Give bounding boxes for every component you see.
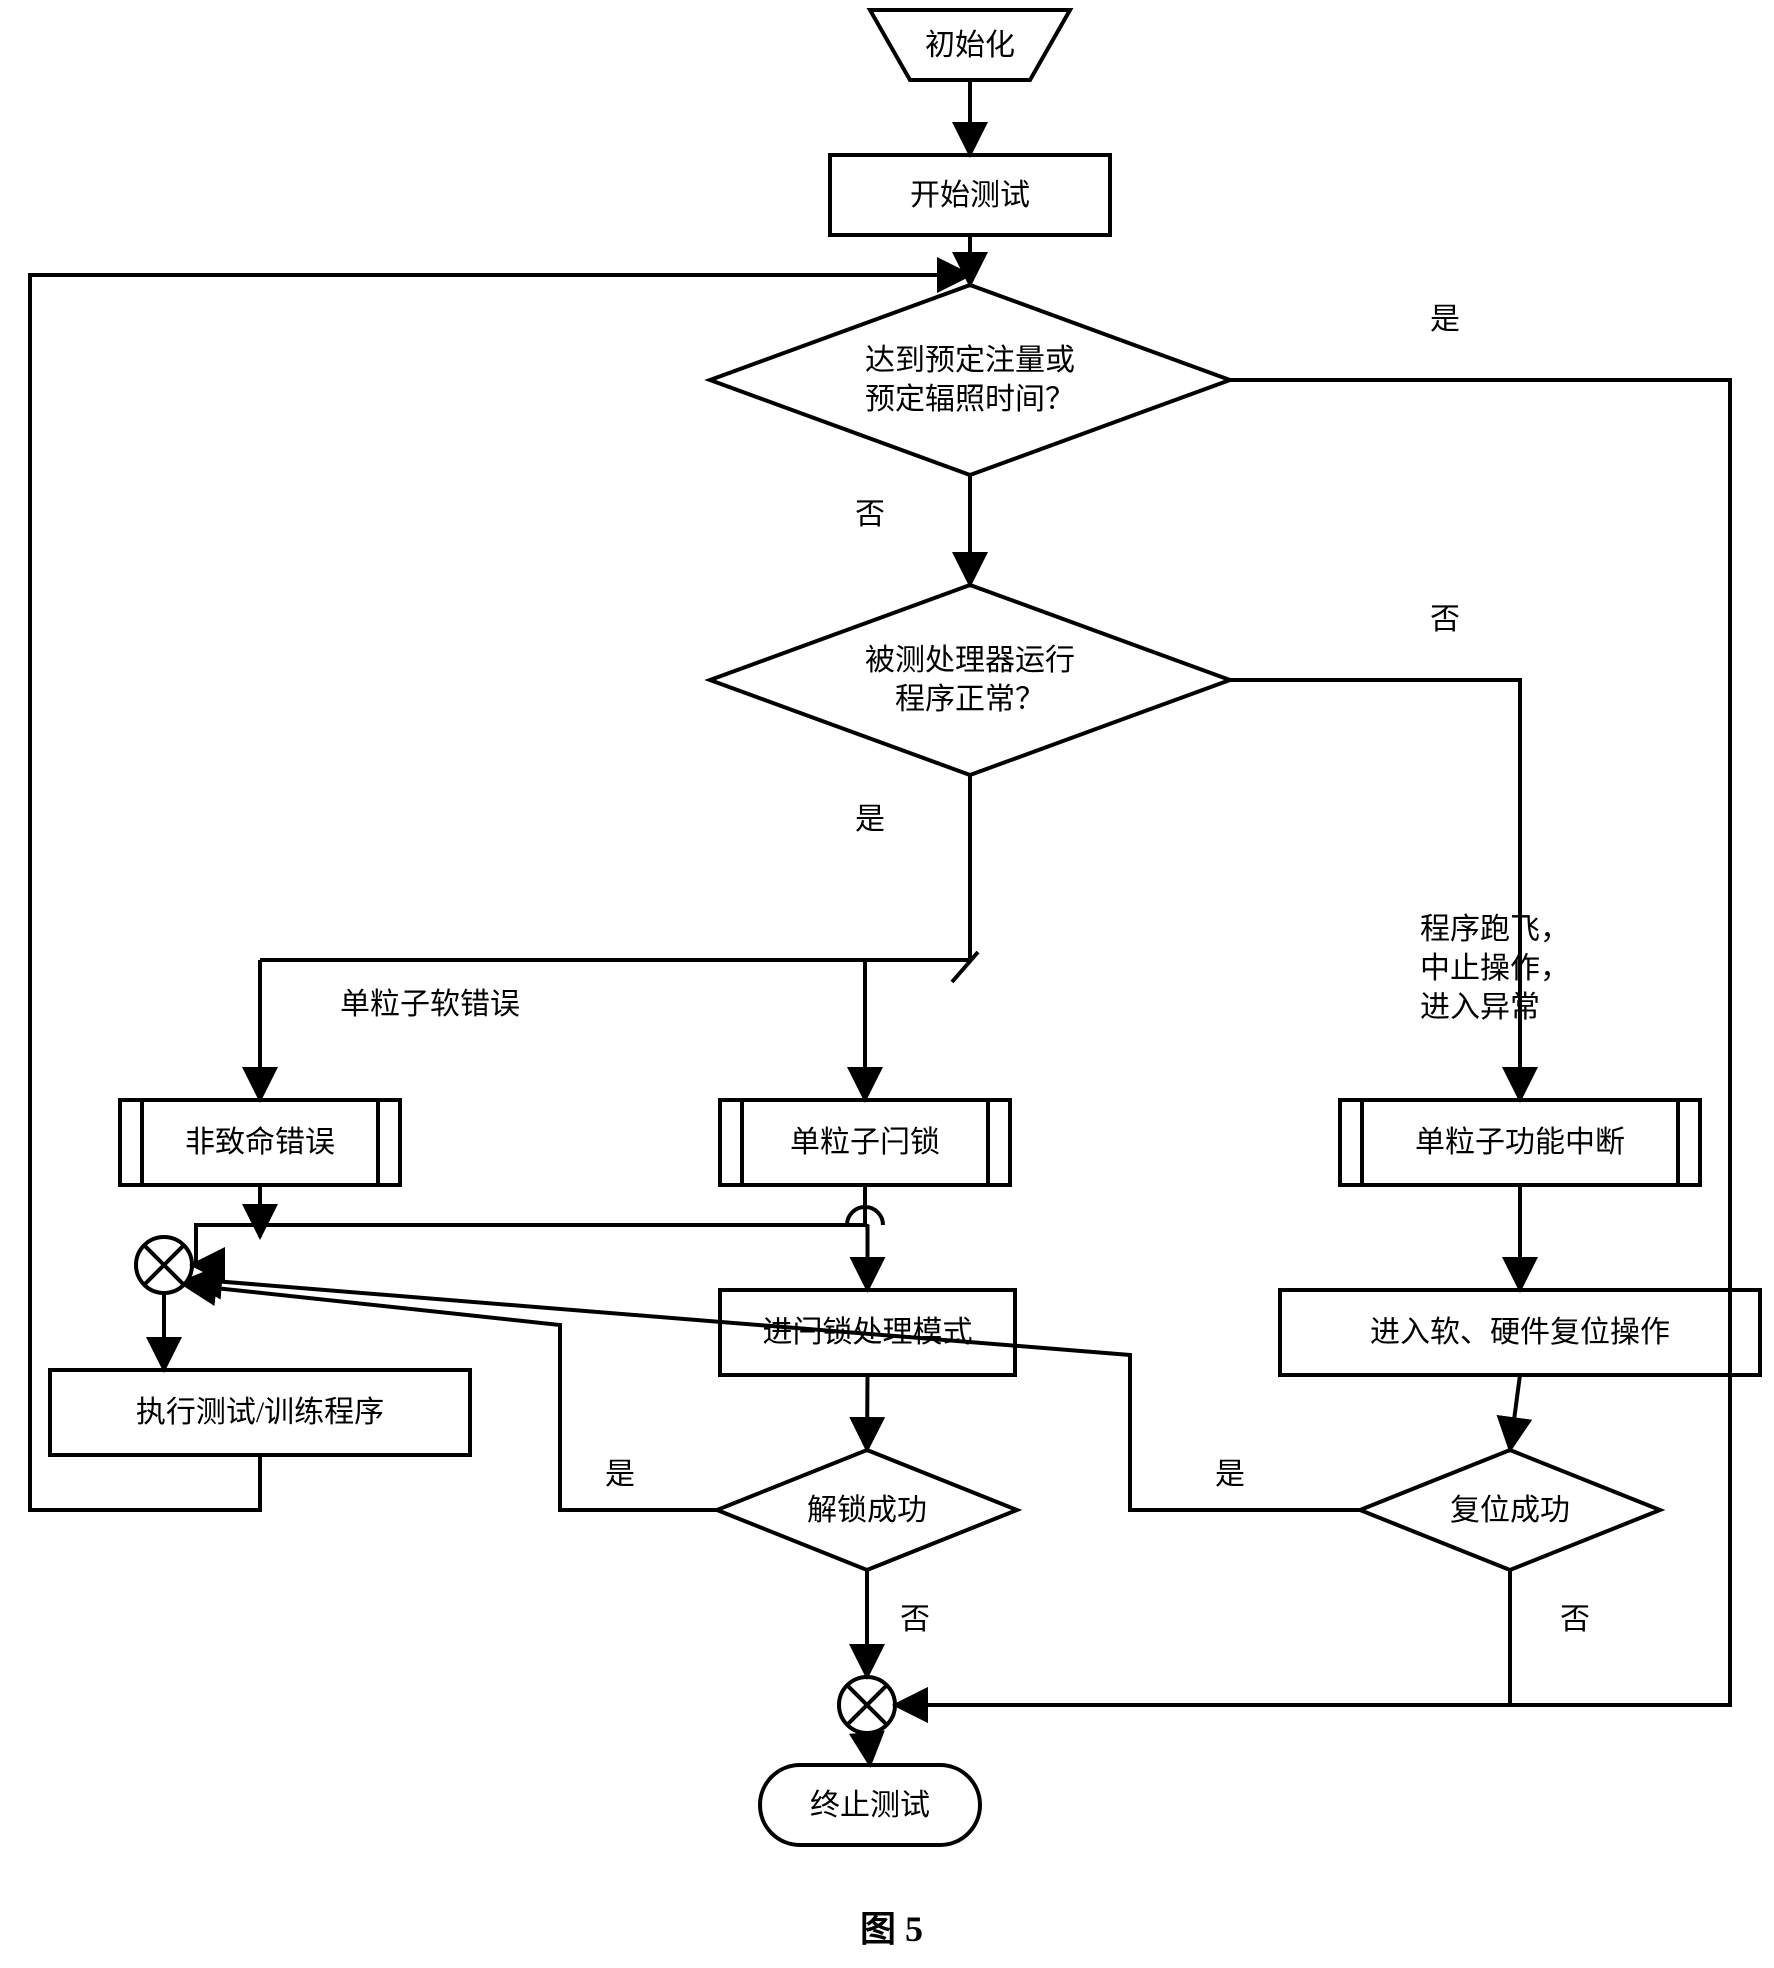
edge-runaway-label: 程序跑飞， 中止操作， 进入异常	[1420, 910, 1570, 1027]
edge-reset-no-label: 否	[1560, 1600, 1590, 1639]
edge-reset-yes-label: 是	[1215, 1455, 1245, 1494]
edge-run-yes-label: 是	[855, 800, 885, 839]
edge-softerr-label: 单粒子软错误	[340, 985, 520, 1024]
edge-unlock-no-label: 否	[900, 1600, 930, 1639]
edge-run-no-label: 否	[1430, 600, 1460, 639]
edge-dose-no-label: 否	[855, 495, 885, 534]
edge-unlock-yes-label: 是	[605, 1455, 635, 1494]
figure-caption: 图 5	[860, 1900, 923, 1952]
edge-dose-yes-label: 是	[1430, 300, 1460, 339]
